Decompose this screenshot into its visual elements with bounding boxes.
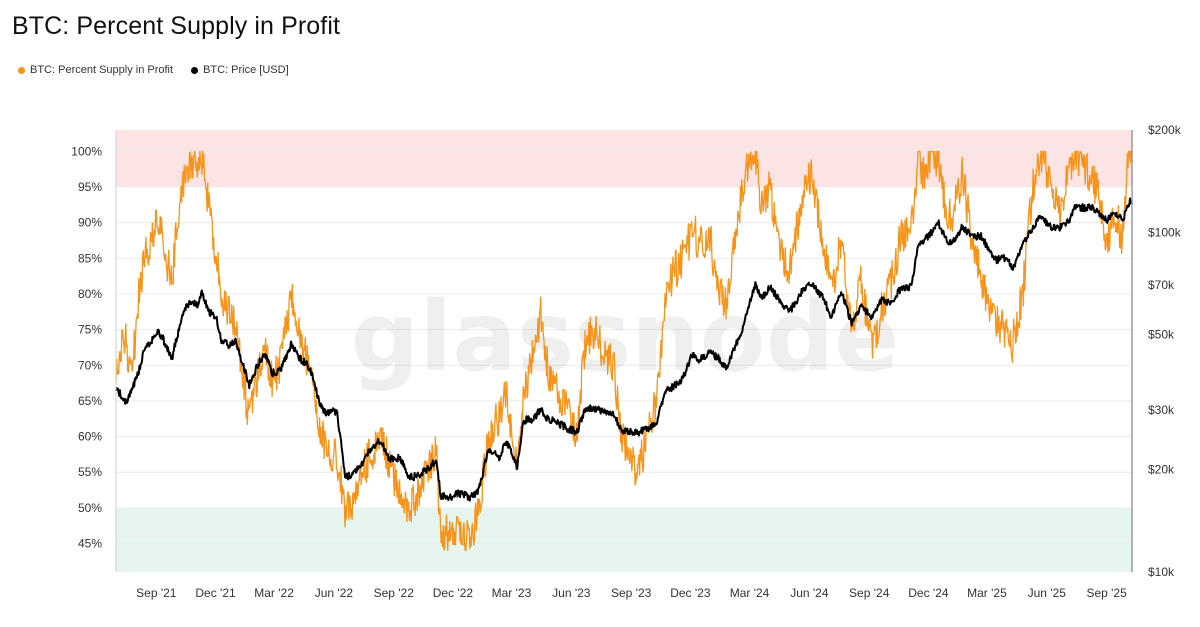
series-layer <box>115 150 1133 552</box>
legend-dot-orange-icon <box>18 66 25 74</box>
x-tick-label: Jun '23 <box>552 586 591 600</box>
x-tick-label: Sep '23 <box>611 586 652 600</box>
y-left-tick-label: 80% <box>78 287 102 301</box>
overheated-band <box>116 130 1132 188</box>
series-line-price[interactable] <box>115 197 1133 502</box>
x-tick-label: Mar '23 <box>492 586 532 600</box>
x-tick-label: Jun '24 <box>790 586 829 600</box>
y-left-tick-label: 65% <box>78 394 102 408</box>
x-tick-label: Dec '23 <box>670 586 711 600</box>
x-tick-label: Sep '25 <box>1086 586 1127 600</box>
x-tick-label: Sep '21 <box>136 586 177 600</box>
y-right-tick-label: $50k <box>1148 328 1175 342</box>
legend-item-price[interactable]: BTC: Price [USD] <box>191 64 289 76</box>
x-tick-label: Jun '22 <box>315 586 354 600</box>
y-right-tick-label: $10k <box>1148 565 1175 579</box>
legend-label: BTC: Price [USD] <box>203 64 289 76</box>
y-left-tick-label: 100% <box>71 144 102 158</box>
y-left-tick-label: 70% <box>78 358 102 372</box>
y-right-tick-label: $70k <box>1148 278 1175 292</box>
series-line-supply-in-profit[interactable] <box>115 150 1133 552</box>
axes-layer: 100% 95% 90% 85% 80% 75% 70% 65% 60% 55% 50% 45% $20… <box>71 123 1181 600</box>
y-left-tick-label: 60% <box>78 430 102 444</box>
chart-legend: BTC: Percent Supply in Profit BTC: Price… <box>18 64 289 76</box>
x-tick-label: Jun '25 <box>1028 586 1067 600</box>
x-tick-label: Mar '22 <box>254 586 294 600</box>
chart-title: BTC: Percent Supply in Profit <box>12 12 341 40</box>
x-tick-label: Dec '24 <box>908 586 949 600</box>
y-right-tick-label: $200k <box>1148 123 1182 137</box>
x-tick-label: Dec '21 <box>195 586 236 600</box>
x-tick-label: Dec '22 <box>433 586 474 600</box>
y-left-tick-label: 90% <box>78 216 102 230</box>
y-left-tick-label: 75% <box>78 323 102 337</box>
x-tick-label: Mar '25 <box>967 586 1007 600</box>
y-left-tick-label: 85% <box>78 251 102 265</box>
legend-label: BTC: Percent Supply in Profit <box>30 64 174 76</box>
y-left-tick-label: 50% <box>78 501 102 515</box>
y-left-tick-label: 45% <box>78 536 102 550</box>
undervalued-band <box>116 507 1132 572</box>
x-tick-label: Sep '22 <box>374 586 415 600</box>
y-left-tick-label: 95% <box>78 180 102 194</box>
y-left-tick-label: 55% <box>78 465 102 479</box>
y-right-tick-label: $100k <box>1148 225 1182 239</box>
y-right-tick-label: $20k <box>1148 463 1175 477</box>
x-tick-label: Sep '24 <box>849 586 890 600</box>
legend-dot-black-icon <box>191 66 199 74</box>
x-tick-label: Mar '24 <box>730 586 770 600</box>
watermark-text: glassnode <box>351 281 900 393</box>
legend-item-supply-in-profit[interactable]: BTC: Percent Supply in Profit <box>18 64 173 76</box>
y-right-tick-label: $30k <box>1148 403 1175 417</box>
